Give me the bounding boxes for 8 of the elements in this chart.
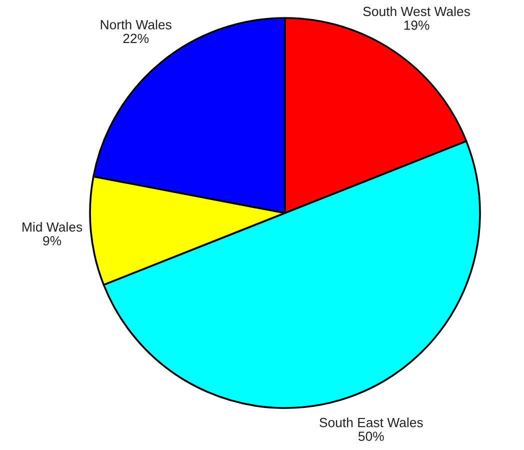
slice-label: South East Wales — [320, 418, 423, 428]
data-label: 50% — [358, 432, 384, 441]
data-label: 19% — [404, 20, 430, 30]
data-label: 9% — [43, 236, 62, 246]
slice-label: Mid Wales — [22, 222, 82, 232]
slice-label: North Wales — [100, 20, 172, 30]
data-label: 22% — [123, 34, 149, 44]
slice-label: South West Wales — [363, 6, 470, 16]
